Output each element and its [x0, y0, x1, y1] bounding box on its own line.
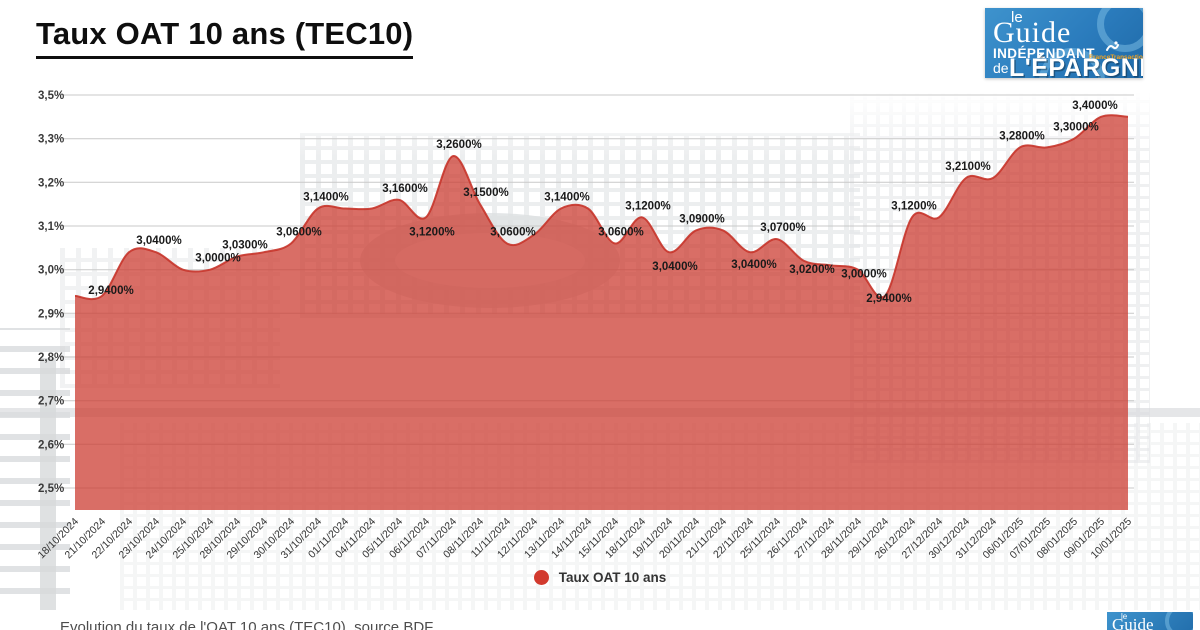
- y-tick-label: 2,8%: [38, 352, 64, 364]
- y-tick-label: 3,0%: [38, 265, 64, 277]
- data-label: 3,1400%: [544, 192, 589, 204]
- data-label: 3,0300%: [222, 240, 267, 252]
- y-tick-label: 3,3%: [38, 134, 64, 146]
- area-series: [75, 115, 1128, 510]
- data-label: 3,3000%: [1053, 122, 1098, 134]
- data-label: 3,2800%: [999, 130, 1044, 142]
- legend-label: Taux OAT 10 ans: [558, 570, 667, 585]
- data-label: 2,9400%: [866, 293, 911, 305]
- data-label: 2,9400%: [88, 285, 133, 297]
- data-label: 3,1600%: [382, 183, 427, 195]
- data-label: 3,1200%: [409, 226, 454, 238]
- y-tick-label: 3,1%: [38, 221, 64, 233]
- data-label: 3,0600%: [276, 227, 321, 239]
- logo-ring-decoration: [1097, 8, 1143, 52]
- logo-text-site: FranceTransactions.com: [1089, 54, 1143, 61]
- y-tick-label: 2,9%: [38, 308, 64, 320]
- data-label: 3,0700%: [760, 222, 805, 234]
- data-label: 3,0600%: [490, 227, 535, 239]
- data-label: 3,2600%: [436, 139, 481, 151]
- y-tick-label: 2,7%: [38, 396, 64, 408]
- logo-ring-decoration: [1165, 612, 1193, 630]
- series-line: [74, 114, 1129, 301]
- data-label: 3,0000%: [841, 269, 886, 281]
- data-label: 3,0000%: [195, 253, 240, 265]
- mini-logo-text-le: le: [1121, 612, 1128, 621]
- data-label: 3,1200%: [891, 200, 936, 212]
- logo-text-le: le: [1011, 9, 1023, 26]
- data-label: 3,0200%: [789, 264, 834, 276]
- data-label: 3,1200%: [625, 200, 670, 212]
- logo-text-independant: INDÉPENDANT: [993, 46, 1095, 61]
- data-label: 3,0400%: [136, 235, 181, 247]
- data-label: 3,2100%: [945, 161, 990, 173]
- y-tick-label: 2,5%: [38, 483, 64, 495]
- y-tick-label: 3,2%: [38, 177, 64, 189]
- data-label: 3,1400%: [303, 192, 348, 204]
- logo-text-guide: Guide: [993, 16, 1072, 49]
- data-label: 3,0600%: [598, 227, 643, 239]
- y-tick-label: 2,6%: [38, 439, 64, 451]
- data-label: 3,0900%: [679, 213, 724, 225]
- brand-logo: le Guide INDÉPENDANT FranceTransactions.…: [985, 8, 1143, 78]
- data-label: 3,0400%: [652, 261, 697, 273]
- logo-text-de: de: [993, 60, 1009, 76]
- mini-brand-logo: le Guide: [1107, 612, 1193, 630]
- caption-cutoff: Evolution du taux de l'OAT 10 ans (TEC10…: [60, 619, 434, 630]
- page-title: Taux OAT 10 ans (TEC10): [36, 16, 414, 59]
- footer-bar: Evolution du taux de l'OAT 10 ans (TEC10…: [0, 610, 1200, 630]
- francetransactions-icon: [1106, 41, 1119, 51]
- data-label: 3,0400%: [731, 259, 776, 271]
- logo-text-epargne: L'ÉPARGNE: [1009, 54, 1143, 78]
- data-label: 3,4000%: [1072, 100, 1117, 112]
- y-tick-label: 3,5%: [38, 90, 64, 102]
- chart-legend: Taux OAT 10 ans: [0, 570, 1200, 585]
- legend-circle-icon: [533, 570, 549, 585]
- mini-logo-text-guide: Guide: [1112, 615, 1154, 630]
- data-label: 3,1500%: [463, 187, 508, 199]
